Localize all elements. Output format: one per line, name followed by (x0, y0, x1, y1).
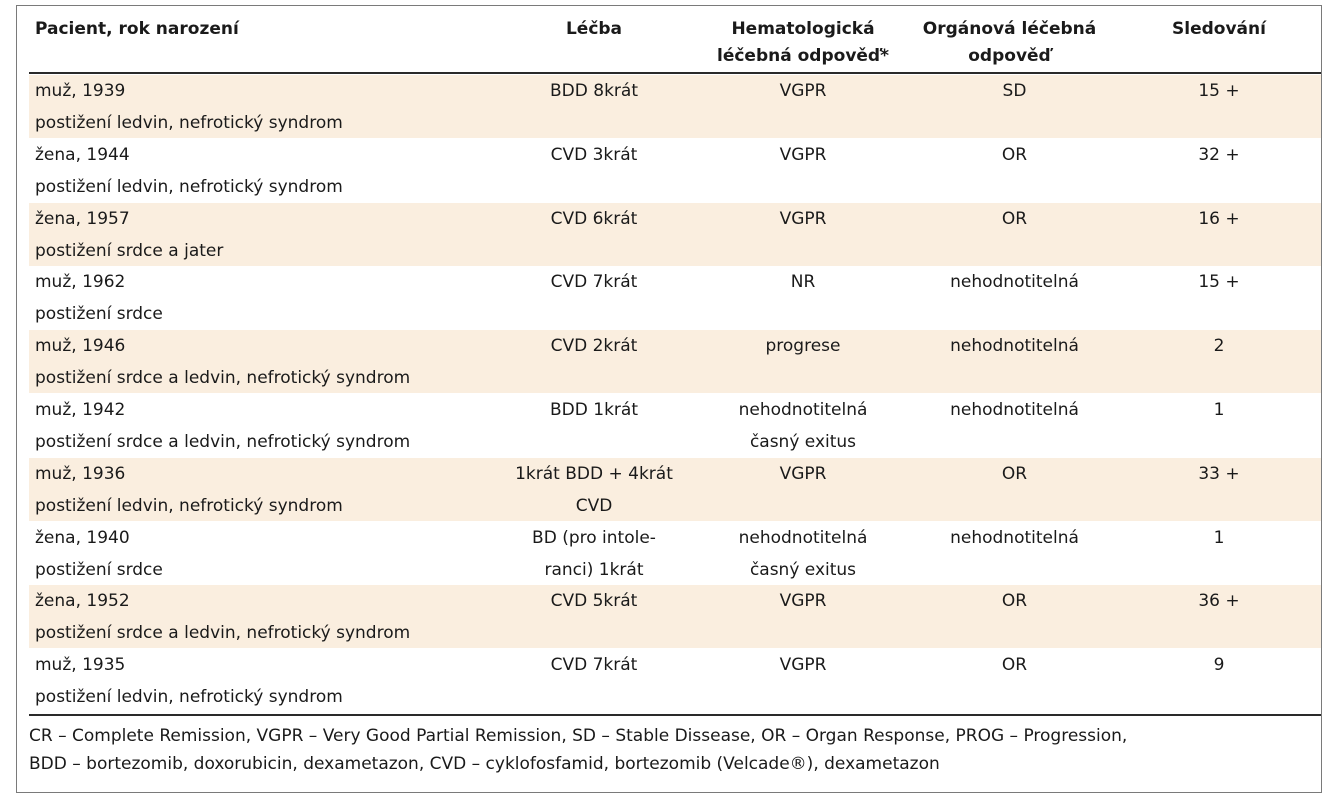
cell-patient: muž, 1939 postižení ledvin, nefrotický sy… (35, 81, 343, 133)
cell-organ-response: nehodnotitelná (950, 272, 1079, 293)
cell-followup: 36 + (1198, 591, 1240, 612)
cell-organ-response: OR (1001, 591, 1028, 612)
cell-followup: 16 + (1198, 208, 1240, 229)
cell-organ-response: nehodnotitelná (950, 400, 1079, 420)
table-row: žena, 1940 postižení srdce BD (pro intole-… (29, 522, 1321, 585)
cell-patient: muž, 1936 postižení ledvin, nefrotický sy… (35, 463, 343, 516)
table-row: žena, 1944 postižení ledvin, nefrotický s… (29, 139, 1321, 202)
table-row: muž, 1962 postižení srdce CVD 7krát NR nehod… (29, 266, 1321, 329)
cell-organ-response: OR (1001, 463, 1028, 484)
footnote-line: CR – Complete Remission, VGPR – Very Goo… (29, 726, 1128, 746)
cell-treatment: CVD 5krát (550, 591, 638, 612)
header-hematologic: Hematologická léčebná odpověď* (717, 19, 889, 66)
cell-hematologic: progrese (765, 336, 841, 357)
cell-followup: 1 (1213, 527, 1225, 548)
cell-followup: 33 + (1198, 463, 1240, 484)
cell-treatment: CVD 2krát (550, 336, 638, 357)
cell-patient: žena, 1952 postižení srdce a ledvin, nefr… (35, 591, 411, 644)
cell-patient: žena, 1940 postižení srdce (35, 527, 163, 580)
cell-hematologic: VGPR (779, 144, 827, 165)
cell-patient: muž, 1946 postižení srdce a ledvin, nefro… (35, 336, 411, 389)
footnote: CR – Complete Remission, VGPR – Very Goo… (29, 722, 1319, 778)
cell-treatment: CVD 3krát (550, 144, 638, 165)
cell-followup: 2 (1213, 336, 1225, 357)
cell-followup: 15 + (1198, 81, 1240, 101)
cell-hematologic: VGPR (779, 208, 827, 229)
table-frame: Pacient, rok narození Léčba Hematologick… (16, 5, 1322, 793)
header-organ: Orgánová léčebná odpověď (922, 19, 1097, 66)
cell-treatment: BDD 1krát (550, 400, 638, 420)
cell-hematologic: nehodnotitelná časný exitus (738, 400, 868, 452)
cell-treatment: CVD 7krát (550, 272, 638, 293)
table-row: muž, 1942 postižení srdce a ledvin, nefro… (29, 394, 1321, 457)
table-row: muž, 1935 postižení ledvin, nefrotický sy… (29, 649, 1321, 712)
cell-organ-response: OR (1001, 208, 1028, 229)
cell-treatment: BDD 8krát (550, 81, 638, 101)
cell-hematologic: VGPR (779, 655, 827, 676)
cell-treatment: BD (pro intole-ranci) 1krát (532, 527, 656, 580)
footnote-line: BDD – bortezomib, doxorubicin, dexametaz… (29, 754, 940, 774)
cell-hematologic: VGPR (779, 463, 827, 484)
cell-treatment: CVD 6krát (550, 208, 638, 229)
cell-followup: 32 + (1198, 144, 1240, 165)
table-row: žena, 1957 postižení srdce a jater CVD 6kr… (29, 202, 1321, 266)
header-followup: Sledování (1172, 19, 1266, 39)
cell-organ-response: OR (1001, 655, 1028, 676)
cell-patient: muž, 1962 postižení srdce (35, 272, 163, 325)
cell-patient: žena, 1957 postižení srdce a jater (35, 208, 224, 261)
cell-organ-response: nehodnotitelná (950, 336, 1079, 357)
table-row: žena, 1952 postižení srdce a ledvin, nefr… (29, 585, 1321, 649)
cell-organ-response: SD (1002, 81, 1027, 101)
table-row: muž, 1939 postižení ledvin, nefrotický sy… (29, 75, 1321, 138)
table-row: muž, 1936 postižení ledvin, nefrotický sy… (29, 457, 1321, 521)
cell-patient: muž, 1942 postižení srdce a ledvin, nefro… (35, 400, 411, 452)
header-rule (29, 72, 1321, 74)
cell-organ-response: OR (1001, 144, 1028, 165)
cell-treatment: 1krát BDD + 4krát CVD (515, 463, 673, 516)
table-row: muž, 1946 postižení srdce a ledvin, nefro… (29, 330, 1321, 394)
header-treatment: Léčba (565, 19, 623, 39)
cell-followup: 9 (1213, 655, 1225, 676)
cell-treatment: CVD 7krát (550, 655, 638, 676)
cell-organ-response: nehodnotitelná (950, 527, 1079, 548)
cell-patient: muž, 1935 postižení ledvin, nefrotický sy… (35, 655, 343, 708)
footer-rule (29, 714, 1321, 716)
cell-followup: 1 (1213, 400, 1225, 420)
cell-patient: žena, 1944 postižení ledvin, nefrotický s… (35, 144, 343, 197)
cell-hematologic: VGPR (779, 81, 827, 101)
cell-followup: 15 + (1198, 272, 1240, 293)
cell-hematologic: nehodnotitelná časný exitus (738, 527, 868, 580)
header-patient: Pacient, rok narození (35, 19, 239, 39)
cell-hematologic: NR (790, 272, 816, 293)
cell-hematologic: VGPR (779, 591, 827, 612)
